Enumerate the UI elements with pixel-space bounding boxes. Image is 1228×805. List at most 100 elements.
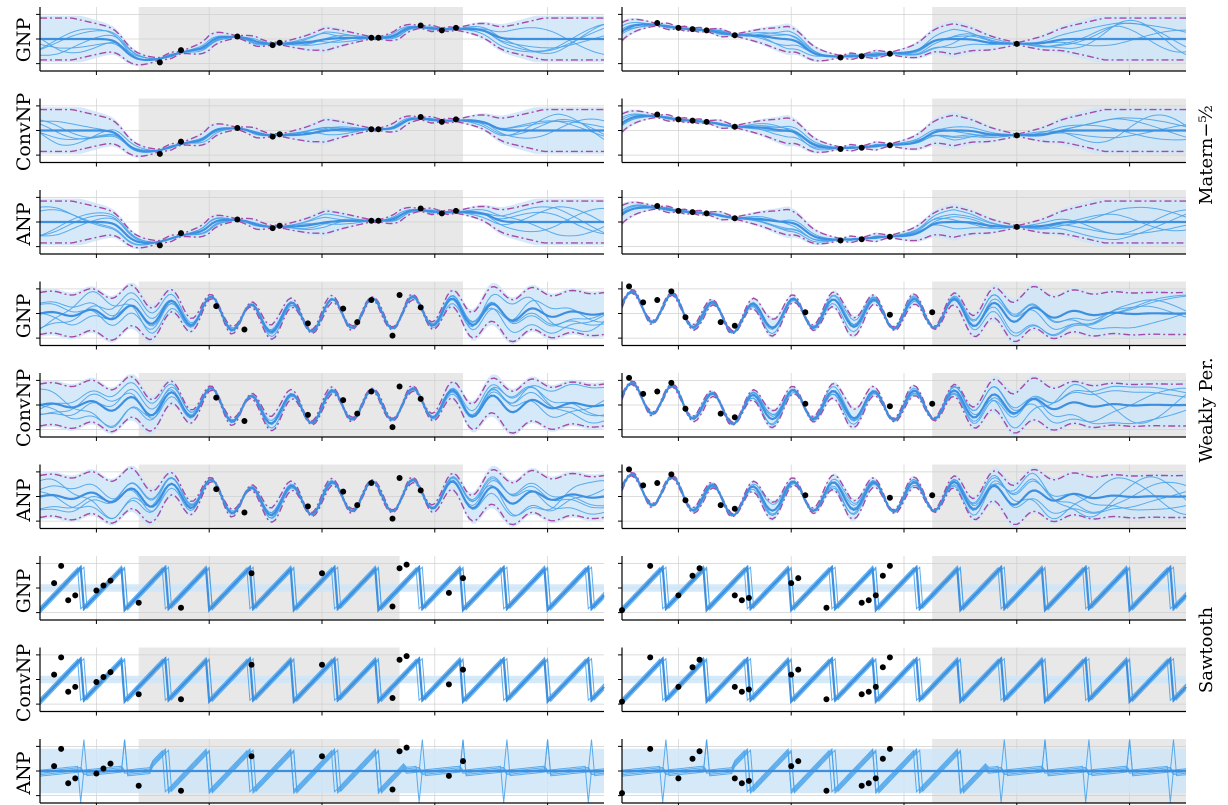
panel [36,190,605,258]
ground-truth-upper [621,377,1186,424]
context-point [93,678,100,685]
ground-truth-lower [39,297,605,343]
context-point [156,150,163,157]
context-point [696,748,703,755]
context-point [417,113,424,120]
ground-truth-upper [621,285,1186,332]
context-point [65,688,72,695]
row-label: GNP [13,568,35,613]
context-point [654,203,661,209]
context-point [417,395,424,402]
context-point [135,782,142,789]
context-point [396,383,403,390]
predictive-mean [39,656,605,705]
context-point [276,39,283,46]
predictive-mean [39,478,605,517]
context-point [675,592,682,599]
context-point [234,125,241,132]
context-point [731,414,738,421]
predictive-mean [39,564,605,613]
context-point [72,683,79,690]
panel [36,7,605,75]
ground-truth-upper [621,468,1186,515]
context-point [689,664,696,671]
sample-path [621,749,1187,795]
context-point [802,400,809,407]
context-point [654,296,661,303]
sample-path [39,566,605,614]
context-point [654,111,661,118]
context-point [304,411,311,418]
uncertainty-band [40,675,604,684]
context-point [626,374,633,381]
sample-path [621,656,1187,702]
row-labels: GNP ConvNP ANP GNP ConvNP ANP GNP ConvNP… [13,17,35,795]
context-point [178,604,184,611]
context-point [886,562,893,569]
sample-path [39,24,605,60]
context-point [234,216,241,223]
context-point [213,394,220,401]
context-point [1013,223,1020,230]
context-point [178,787,184,794]
context-point [445,589,452,596]
context-point [872,683,879,690]
sample-path [39,206,605,246]
context-point [879,664,886,671]
context-point [269,133,276,140]
row-label: ANP [13,478,35,522]
sample-path [39,209,605,246]
context-point [51,763,58,770]
context-point [368,296,375,303]
context-point [340,488,347,495]
context-point [703,27,710,34]
context-point [248,753,255,760]
context-point [445,772,452,779]
sample-path [621,739,1187,794]
context-point [675,24,682,31]
context-point [788,580,795,587]
group-label-weakly-periodic: Weakly Per. [1196,357,1217,462]
context-point [354,319,361,326]
ground-truth-lower [39,480,605,526]
context-point [319,570,325,577]
context-point [135,691,142,698]
row-label: ANP [13,751,35,795]
context-point [858,599,865,606]
context-point [269,225,276,232]
ground-truth-upper [621,200,1186,240]
context-point [689,755,696,762]
context-point [248,570,255,577]
context-point [731,32,738,39]
predictive-mean [621,289,1186,334]
panel [36,647,605,716]
context-point [696,565,703,572]
context-point [417,304,424,311]
context-point [389,786,396,793]
context-point [675,116,682,123]
context-point [837,54,844,61]
context-point [689,26,696,33]
context-point [858,782,865,789]
context-point [100,674,107,681]
context-point [178,138,184,145]
predictive-mean [621,23,1186,58]
context-point [745,686,752,693]
context-point [389,424,396,431]
context-point [795,575,802,582]
context-point [795,758,802,765]
context-point [438,118,445,125]
row-label: ANP [13,202,35,246]
context-point [886,311,893,318]
context-point [738,780,745,787]
context-point [319,661,325,668]
panel [36,464,605,533]
context-point [375,126,382,133]
context-point [654,479,661,486]
context-point [403,653,410,660]
context-point [452,24,459,31]
context-point [354,502,361,509]
context-point [107,577,114,584]
context-point [738,688,745,695]
